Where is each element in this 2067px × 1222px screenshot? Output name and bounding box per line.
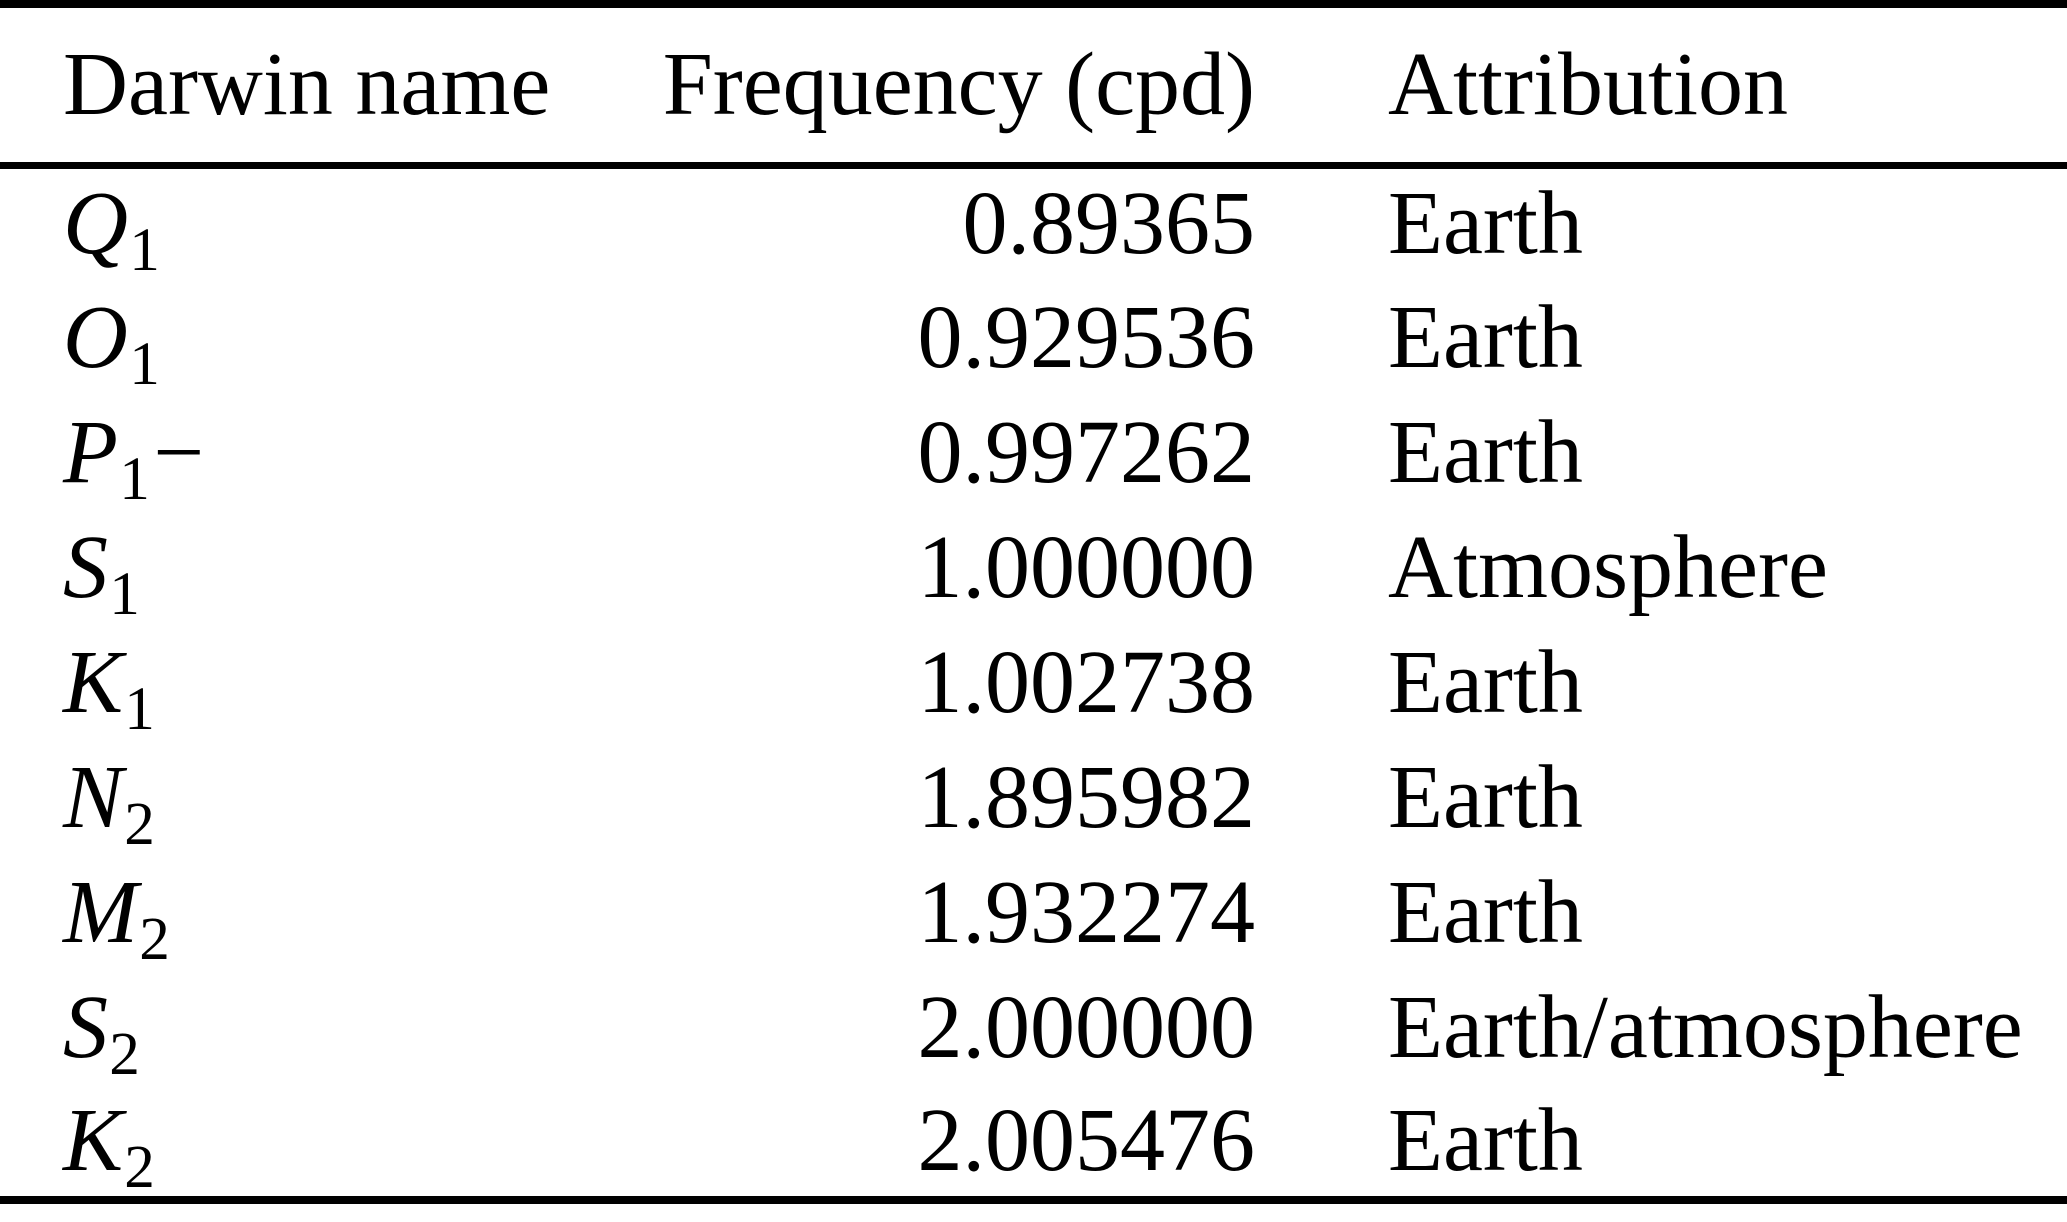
attribution-cell: Earth/atmosphere <box>1388 977 2023 1077</box>
table-row: P1− 0.997262 Earth <box>0 395 2067 510</box>
frequency-cell: 1.895982 <box>917 747 1256 847</box>
frequency-cell: 0.929536 <box>917 287 1256 387</box>
darwin-name-cell: P1− <box>63 402 205 513</box>
frequency-cell: 2.000000 <box>917 977 1256 1077</box>
darwin-name-cell: S1 <box>63 517 140 628</box>
darwin-name-cell: M2 <box>63 862 170 973</box>
frequency-cell: 0.89365 <box>962 174 1256 274</box>
frequency-cell: 1.932274 <box>917 862 1256 962</box>
attribution-cell: Earth <box>1388 402 1583 502</box>
attribution-cell: Earth <box>1388 632 1583 732</box>
table-row: N2 1.895982 Earth <box>0 740 2067 855</box>
table-row: K2 2.005476 Earth <box>0 1085 2067 1200</box>
table-row: K1 1.002738 Earth <box>0 625 2067 740</box>
frequency-cell: 1.000000 <box>917 517 1256 617</box>
darwin-name-cell: N2 <box>63 747 155 858</box>
darwin-name-cell: S2 <box>63 977 140 1088</box>
attribution-cell: Atmosphere <box>1388 517 1828 617</box>
frequency-cell: 1.002738 <box>917 632 1256 732</box>
frequency-cell: 2.005476 <box>917 1090 1256 1190</box>
column-header-frequency: Frequency (cpd) <box>662 34 1255 134</box>
table-header-row: Darwin name Frequency (cpd) Attribution <box>0 4 2067 165</box>
table-row: O1 0.929536 Earth <box>0 280 2067 395</box>
attribution-cell: Earth <box>1388 287 1583 387</box>
column-header-attribution: Attribution <box>1388 34 1788 134</box>
column-header-darwin-name: Darwin name <box>63 34 551 134</box>
attribution-cell: Earth <box>1388 1090 1583 1190</box>
darwin-name-cell: K2 <box>63 1090 155 1201</box>
attribution-cell: Earth <box>1388 747 1583 847</box>
frequency-cell: 0.997262 <box>917 402 1256 502</box>
table-row: S2 2.000000 Earth/atmosphere <box>0 970 2067 1085</box>
attribution-cell: Earth <box>1388 174 1583 274</box>
table-row: M2 1.932274 Earth <box>0 855 2067 970</box>
darwin-name-cell: K1 <box>63 632 155 743</box>
darwin-name-cell: Q1 <box>63 174 160 285</box>
attribution-cell: Earth <box>1388 862 1583 962</box>
table-row: Q1 0.89365 Earth <box>0 165 2067 285</box>
darwin-name-cell: O1 <box>63 287 160 398</box>
table-row: S1 1.000000 Atmosphere <box>0 510 2067 625</box>
